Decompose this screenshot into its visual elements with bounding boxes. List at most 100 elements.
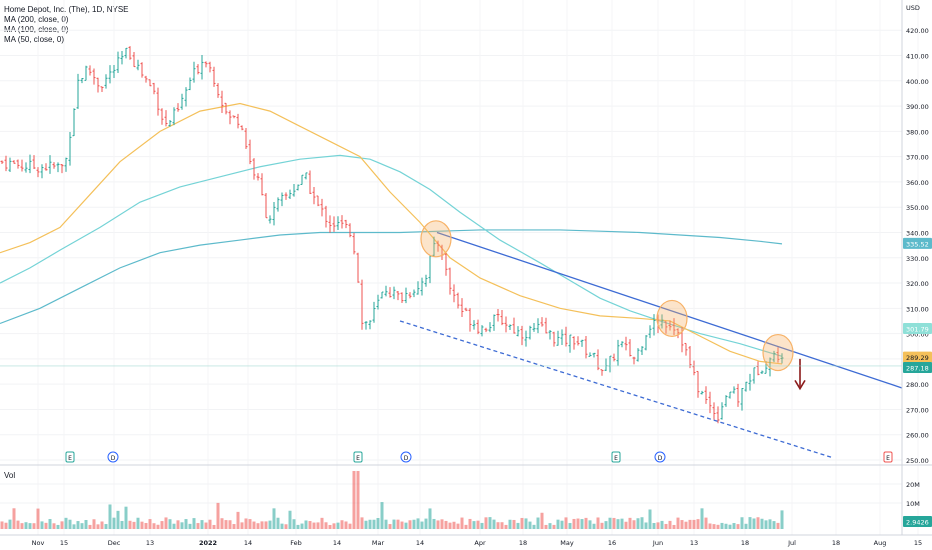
price-bar bbox=[336, 216, 340, 231]
volume-bar bbox=[604, 521, 608, 529]
volume-bar bbox=[72, 524, 76, 529]
volume-bar bbox=[536, 517, 540, 529]
volume-bar bbox=[576, 518, 580, 529]
volume-bar bbox=[12, 508, 16, 529]
price-bar bbox=[460, 298, 464, 318]
volume-bar bbox=[572, 518, 576, 529]
event-marker: D bbox=[654, 451, 666, 463]
event-marker: E bbox=[883, 451, 893, 463]
x-tick-label: Feb bbox=[290, 539, 302, 547]
price-bar bbox=[168, 119, 172, 127]
price-bar bbox=[172, 107, 176, 126]
price-bar bbox=[76, 73, 80, 109]
y-tick-label: 370.00 bbox=[906, 154, 929, 162]
price-bar bbox=[32, 155, 36, 170]
volume-bar bbox=[76, 521, 80, 529]
volume-bar bbox=[748, 517, 752, 529]
price-bar bbox=[536, 318, 540, 334]
volume-bar bbox=[108, 504, 112, 529]
x-tick-label: Dec bbox=[108, 539, 121, 547]
volume-bar bbox=[332, 523, 336, 529]
price-bar bbox=[752, 367, 756, 384]
price-bar bbox=[236, 113, 240, 129]
price-bar bbox=[292, 183, 296, 197]
price-bar bbox=[668, 320, 672, 331]
price-bar bbox=[564, 326, 568, 347]
volume-bar bbox=[596, 517, 600, 529]
volume-bar bbox=[156, 524, 160, 529]
price-bar bbox=[552, 331, 556, 347]
y-tick-label: 340.00 bbox=[906, 229, 929, 237]
volume-bar bbox=[424, 518, 428, 529]
price-bar bbox=[520, 325, 524, 346]
volume-badge: 2.9426 bbox=[903, 516, 932, 527]
price-bar bbox=[200, 55, 204, 80]
volume-bar bbox=[760, 518, 764, 529]
volume-bar bbox=[304, 520, 308, 529]
volume-bar bbox=[192, 518, 196, 529]
price-bar bbox=[24, 162, 28, 173]
x-tick-label: Aug bbox=[874, 539, 887, 547]
price-bar bbox=[228, 110, 232, 125]
price-bar bbox=[344, 219, 348, 229]
volume-bar bbox=[404, 522, 408, 529]
price-bar bbox=[212, 66, 216, 87]
y-tick-label: 350.00 bbox=[906, 204, 929, 212]
price-bar bbox=[48, 155, 52, 174]
price-bar bbox=[364, 321, 368, 330]
volume-bar bbox=[256, 523, 260, 529]
volume-bar bbox=[548, 523, 552, 529]
volume-bar bbox=[692, 519, 696, 529]
volume-bar bbox=[164, 517, 168, 529]
price-bar bbox=[748, 373, 752, 391]
price-bar bbox=[156, 87, 160, 116]
price-bar bbox=[580, 339, 584, 347]
price-bar bbox=[124, 47, 128, 59]
price-bar bbox=[384, 285, 388, 297]
volume-bar bbox=[328, 524, 332, 529]
volume-bar bbox=[104, 524, 108, 529]
price-bar bbox=[288, 189, 292, 200]
volume-bar bbox=[140, 521, 144, 529]
price-bar bbox=[724, 395, 728, 407]
volume-bar bbox=[756, 517, 760, 529]
price-bar bbox=[220, 90, 224, 113]
volume-bar bbox=[668, 520, 672, 529]
earnings-marker bbox=[65, 451, 75, 463]
volume-bar bbox=[180, 522, 184, 529]
volume-bar bbox=[752, 518, 756, 529]
price-bar bbox=[400, 292, 404, 303]
y-tick-label: 380.00 bbox=[906, 128, 929, 136]
price-bar bbox=[740, 388, 744, 411]
volume-bar bbox=[712, 524, 716, 529]
price-bar bbox=[28, 154, 32, 174]
grid bbox=[0, 0, 919, 535]
price-bar bbox=[12, 160, 16, 164]
volume-bar bbox=[648, 509, 652, 529]
x-tick-label: 18 bbox=[519, 539, 527, 547]
volume-bar bbox=[512, 519, 516, 529]
price-bar bbox=[596, 349, 600, 371]
volume-bar bbox=[228, 520, 232, 529]
price-bar bbox=[404, 287, 408, 304]
price-bar bbox=[584, 335, 588, 359]
volume-bar bbox=[484, 517, 488, 529]
volume-bar bbox=[624, 521, 628, 529]
volume-bar bbox=[448, 522, 452, 529]
price-bar bbox=[184, 87, 188, 107]
volume-bar bbox=[112, 517, 116, 529]
price-bar bbox=[508, 324, 512, 330]
volume-bar bbox=[696, 519, 700, 529]
volume-bar bbox=[312, 522, 316, 529]
price-bar bbox=[332, 216, 336, 232]
price-bar bbox=[240, 125, 244, 131]
price-bar bbox=[296, 184, 300, 191]
x-tick-label: 13 bbox=[146, 539, 154, 547]
volume-bar bbox=[188, 523, 192, 529]
price-bar bbox=[560, 329, 564, 345]
price-bar bbox=[192, 61, 196, 83]
volume-bar bbox=[100, 521, 104, 529]
price-bar bbox=[372, 301, 376, 323]
price-bar bbox=[500, 309, 504, 326]
